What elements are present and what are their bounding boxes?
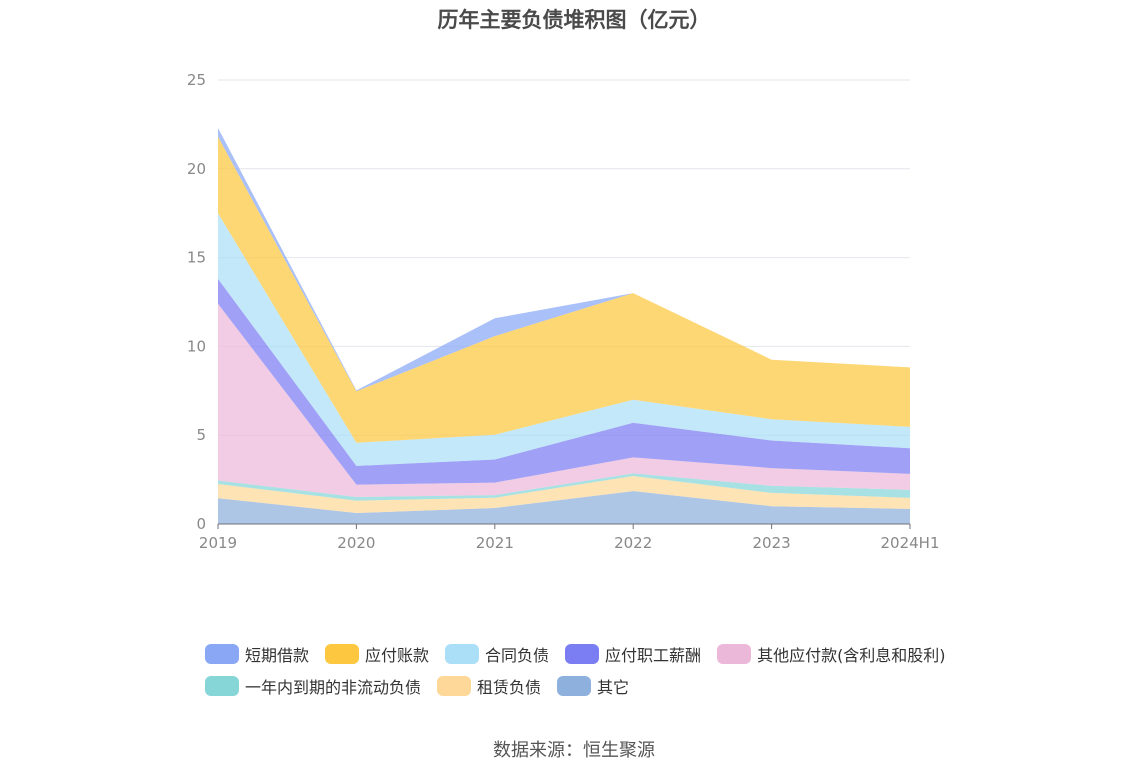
source-note: 数据来源：恒生聚源 (493, 740, 655, 761)
area-应付账款 (218, 136, 910, 443)
y-tick-label: 0 (196, 515, 206, 533)
legend-swatch (557, 676, 592, 696)
area-合同负债 (218, 213, 910, 466)
legend-row: 一年内到期的非流动负债 租赁负债 其它 (205, 670, 965, 702)
legend-swatch (565, 644, 600, 664)
legend-item[interactable]: 合同负债 (445, 642, 549, 666)
legend-item[interactable]: 其他应付款(含利息和股利) (717, 642, 946, 666)
y-tick-label: 10 (187, 337, 206, 355)
legend-swatch (717, 644, 752, 664)
x-tick-label: 2024H1 (881, 534, 940, 552)
area-其他应付款(含利息和股利) (218, 303, 910, 497)
legend-label: 其它 (597, 678, 630, 697)
legend-item[interactable]: 应付账款 (325, 642, 429, 666)
legend-swatch (445, 644, 480, 664)
legend-label: 应付账款 (365, 646, 430, 665)
x-tick-label: 2020 (337, 534, 375, 552)
legend-item[interactable]: 租赁负债 (437, 674, 541, 698)
legend-item[interactable]: 一年内到期的非流动负债 (205, 674, 421, 698)
legend-label: 其他应付款(含利息和股利) (757, 646, 946, 665)
legend-swatch (437, 676, 472, 696)
area-一年内到期的非流动负债 (218, 473, 910, 501)
chart-title: 历年主要负债堆积图（亿元） (437, 8, 711, 32)
legend-label: 应付职工薪酬 (605, 646, 702, 665)
area-租赁负债 (218, 476, 910, 513)
x-tick-label: 2019 (199, 534, 237, 552)
area-应付职工薪酬 (218, 278, 910, 485)
legend-label: 合同负债 (485, 646, 550, 665)
legend-label: 短期借款 (245, 646, 310, 665)
legend-item[interactable]: 应付职工薪酬 (565, 642, 701, 666)
y-tick-label: 25 (187, 71, 206, 89)
axis-layer: 0 5 10 15 20 25 2019 2020 2021 2022 2023 2024H1 (187, 71, 940, 552)
legend: 短期借款 应付账款 合同负债 应付职工薪酬 其他应付款(含利息和股利) 一年内到期的非流… (205, 638, 965, 702)
x-tick-label: 2022 (614, 534, 652, 552)
y-tick-label: 5 (196, 426, 206, 444)
legend-item[interactable]: 短期借款 (205, 642, 309, 666)
x-tick-label: 2023 (753, 534, 791, 552)
area-layer (218, 128, 910, 524)
legend-swatch (325, 644, 360, 664)
legend-swatch (205, 676, 239, 696)
x-tick-label: 2021 (476, 534, 514, 552)
area-其它 (218, 491, 910, 524)
legend-label: 租赁负债 (477, 678, 542, 697)
legend-item[interactable]: 其它 (557, 674, 629, 698)
y-tick-label: 15 (187, 249, 206, 267)
legend-swatch (205, 644, 239, 664)
legend-row: 短期借款 应付账款 合同负债 应付职工薪酬 其他应付款(含利息和股利) (205, 638, 965, 670)
y-tick-label: 20 (187, 160, 206, 178)
legend-label: 一年内到期的非流动负债 (245, 678, 422, 697)
